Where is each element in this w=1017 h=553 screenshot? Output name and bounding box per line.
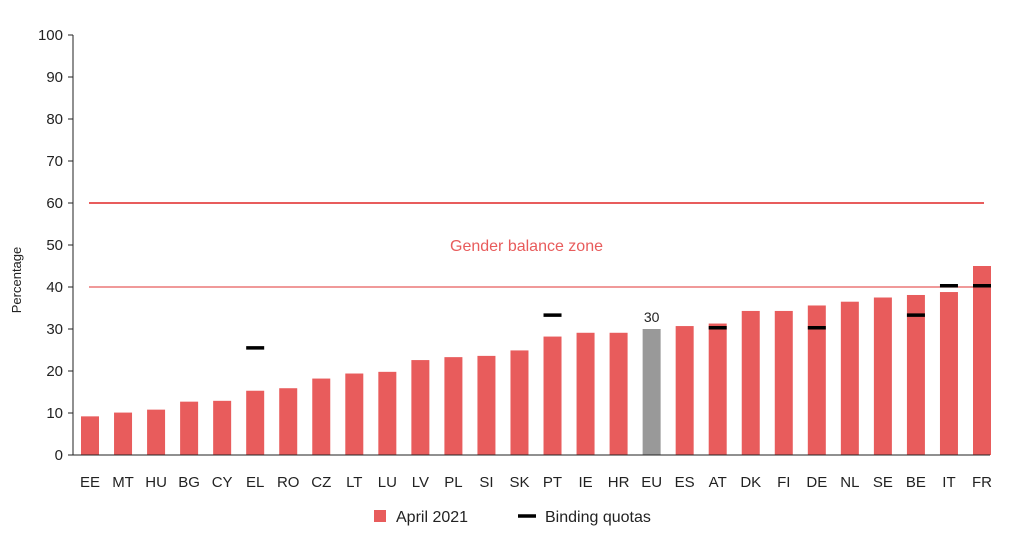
y-tick-label-0: 0 xyxy=(55,447,63,464)
y-axis-title: Percentage xyxy=(9,247,24,314)
x-tick-label-nl: NL xyxy=(840,474,859,491)
y-tick-label-70: 70 xyxy=(46,153,63,170)
bar-fr xyxy=(973,266,991,455)
x-tick-label-it: IT xyxy=(942,474,955,491)
x-tick-label-hr: HR xyxy=(608,474,630,491)
x-tick-label-hu: HU xyxy=(145,474,167,491)
y-tick-label-50: 50 xyxy=(46,237,63,254)
reference-lines xyxy=(89,202,984,288)
bar-dk xyxy=(741,310,760,455)
legend-label-april-2021: April 2021 xyxy=(396,509,468,526)
x-tick-label-se: SE xyxy=(873,474,893,491)
y-tick-label-30: 30 xyxy=(46,321,63,338)
x-tick-label-es: ES xyxy=(675,474,695,491)
x-tick-label-si: SI xyxy=(479,474,493,491)
bar-ee xyxy=(81,416,99,455)
axes: 0 10 20 30 40 50 60 70 80 90 100 EE MT HU BG CY EL RO CZ LT… xyxy=(9,27,992,491)
x-tick-label-ee: EE xyxy=(80,474,100,491)
bars xyxy=(81,266,991,455)
x-tick-label-ie: IE xyxy=(578,474,592,491)
bar-fi xyxy=(774,310,793,455)
bar-el xyxy=(246,390,265,455)
x-tick-label-be: BE xyxy=(906,474,926,491)
x-tick-label-el: EL xyxy=(246,474,264,491)
x-tick-label-pl: PL xyxy=(444,474,462,491)
bar-es xyxy=(675,326,694,455)
x-tick-label-cy: CY xyxy=(212,474,233,491)
y-tick-label-60: 60 xyxy=(46,195,63,212)
bar-be xyxy=(906,294,925,455)
y-tick-label-10: 10 xyxy=(46,405,63,422)
bar-eu xyxy=(642,329,661,455)
y-tick-label-100: 100 xyxy=(38,27,63,44)
x-tick-label-bg: BG xyxy=(178,474,200,491)
bar-cz xyxy=(312,378,331,455)
bar-de xyxy=(807,305,826,455)
bar-lt xyxy=(345,373,364,455)
x-tick-label-sk: SK xyxy=(509,474,529,491)
x-tick-label-ro: RO xyxy=(277,474,300,491)
bar-ro xyxy=(279,388,298,455)
bar-si xyxy=(477,355,496,455)
bar-sk xyxy=(510,350,529,455)
x-tick-label-eu: EU xyxy=(641,474,662,491)
bar-pt xyxy=(543,336,562,455)
x-tick-label-pt: PT xyxy=(543,474,562,491)
x-tick-label-fr: FR xyxy=(972,474,992,491)
x-tick-label-fi: FI xyxy=(777,474,790,491)
binding-quota-markers xyxy=(246,283,991,350)
x-tick-label-de: DE xyxy=(806,474,827,491)
y-tick-label-40: 40 xyxy=(46,279,63,296)
x-tick-label-lu: LU xyxy=(378,474,397,491)
bar-pl xyxy=(444,357,463,455)
bar-mt xyxy=(114,412,133,455)
bar-se xyxy=(873,297,892,455)
legend: April 2021 Binding quotas xyxy=(374,509,651,526)
bar-lv xyxy=(411,360,430,455)
x-tick-label-lt: LT xyxy=(346,474,362,491)
bar-hr xyxy=(609,332,628,455)
legend-label-binding-quotas: Binding quotas xyxy=(545,509,651,526)
y-tick-label-80: 80 xyxy=(46,111,63,128)
bar-hu xyxy=(147,409,166,455)
bar-at xyxy=(708,323,727,455)
bar-lu xyxy=(378,371,397,455)
bar-bg xyxy=(180,401,199,455)
x-tick-label-dk: DK xyxy=(740,474,761,491)
x-tick-label-cz: CZ xyxy=(311,474,331,491)
x-tick-label-at: AT xyxy=(709,474,727,491)
bar-cy xyxy=(213,400,232,455)
labels: Gender balance zone 30 xyxy=(450,238,660,325)
bar-ie xyxy=(576,332,595,455)
bar-it xyxy=(939,292,958,455)
data-label-eu: 30 xyxy=(644,309,660,325)
x-tick-label-lv: LV xyxy=(412,474,429,491)
y-tick-label-20: 20 xyxy=(46,363,63,380)
y-tick-label-90: 90 xyxy=(46,69,63,86)
legend-swatch-april-2021 xyxy=(374,510,386,522)
x-tick-label-mt: MT xyxy=(112,474,134,491)
bar-nl xyxy=(840,301,859,455)
gender-balance-zone-label: Gender balance zone xyxy=(450,238,603,255)
